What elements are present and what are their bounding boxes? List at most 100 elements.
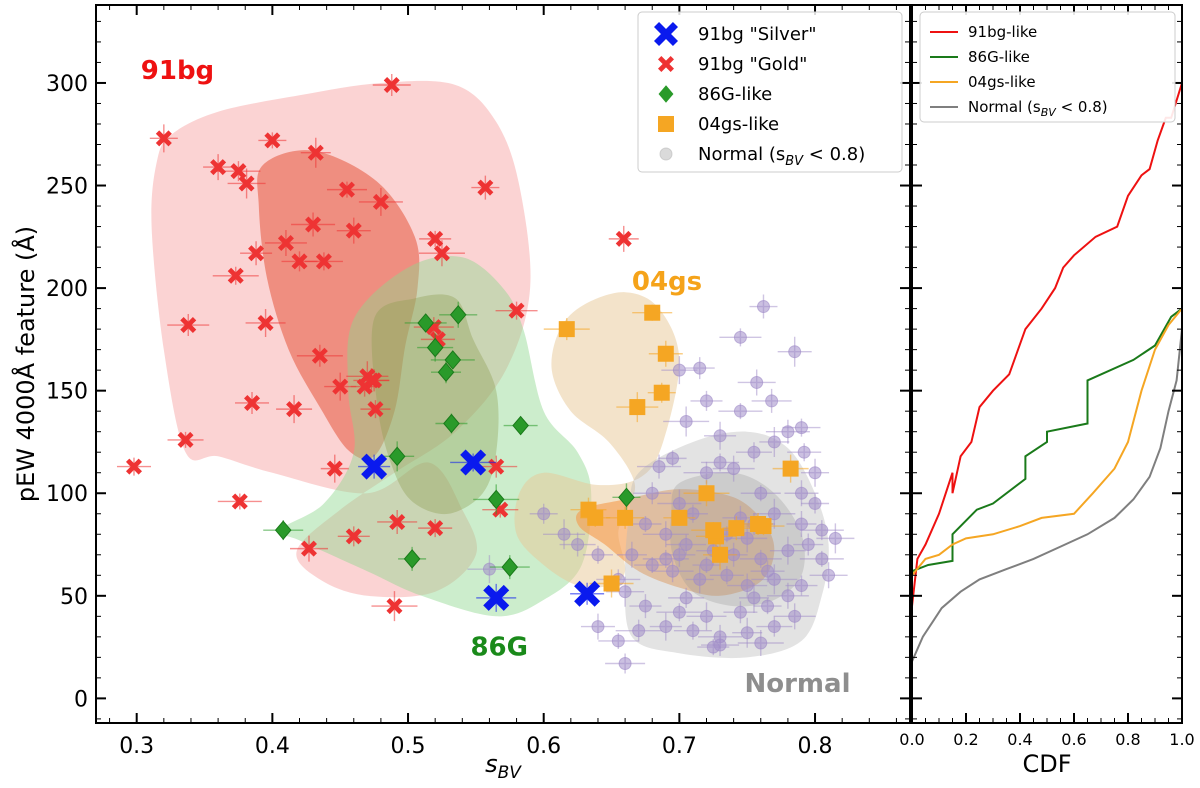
cdf-legend-entry: 91bg-like bbox=[930, 23, 1037, 41]
cdf-legend-entry: 86G-like bbox=[930, 48, 1030, 66]
data-point bbox=[512, 415, 529, 436]
data-point bbox=[672, 496, 686, 510]
data-point bbox=[679, 538, 693, 552]
density-regions bbox=[151, 80, 829, 659]
legend-label-main: 86G-like bbox=[698, 84, 772, 105]
data-point bbox=[632, 624, 646, 638]
cdf-line-normal-s-bv-0-8- bbox=[912, 312, 1182, 662]
data-point bbox=[750, 516, 767, 533]
legend-marker bbox=[658, 85, 674, 103]
legend-label-main: 04gs-like bbox=[698, 114, 779, 135]
cdf-lines bbox=[912, 82, 1182, 662]
data-point bbox=[591, 548, 605, 562]
data-point bbox=[629, 399, 646, 416]
data-point bbox=[537, 507, 551, 521]
data-point bbox=[740, 626, 754, 640]
data-point bbox=[754, 486, 768, 500]
data-point bbox=[659, 527, 673, 541]
data-point bbox=[305, 216, 322, 233]
data-point bbox=[300, 540, 317, 557]
legend-marker bbox=[658, 56, 674, 72]
data-point bbox=[558, 321, 575, 338]
region-86G-outer bbox=[278, 256, 592, 617]
series-91bg-gold- bbox=[116, 74, 639, 622]
data-point bbox=[177, 431, 194, 448]
cdf-y-axis-ticks bbox=[912, 20, 1182, 720]
data-point bbox=[366, 372, 383, 389]
data-point bbox=[574, 580, 601, 607]
data-point bbox=[603, 575, 620, 592]
x-tick-label: 0.8 bbox=[798, 734, 833, 759]
data-point bbox=[508, 302, 525, 319]
data-point bbox=[426, 337, 444, 358]
y-tick-label: 50 bbox=[60, 585, 88, 610]
data-point bbox=[767, 620, 781, 634]
data-point bbox=[591, 620, 605, 634]
legend-label: 86G-like bbox=[698, 84, 772, 105]
y-tick-label: 250 bbox=[46, 175, 88, 200]
main-scatter-panel: 91bg 04gs 86G Normal 0.3 0.4 0.5 0.6 0.7 0.8 0 50… bbox=[11, 4, 911, 783]
data-point bbox=[501, 557, 519, 577]
data-point bbox=[638, 517, 652, 531]
data-point bbox=[638, 599, 652, 613]
data-point bbox=[389, 513, 406, 530]
legend-entry: 91bg "Silver" bbox=[654, 22, 817, 46]
data-point bbox=[644, 304, 661, 321]
data-point bbox=[433, 245, 450, 262]
region-label-04gs: 04gs bbox=[632, 267, 702, 297]
data-point bbox=[615, 230, 632, 247]
cdf-x-tick-label: 1.0 bbox=[1169, 730, 1194, 749]
data-point bbox=[248, 245, 265, 262]
cdf-legend-label-main: 91bg-like bbox=[968, 23, 1037, 41]
cdf-legend-label-suffix: < 0.8) bbox=[1056, 98, 1108, 116]
cdf-legend-label-main: 04gs-like bbox=[968, 73, 1036, 91]
data-point bbox=[477, 179, 494, 196]
data-point bbox=[712, 546, 729, 563]
cdf-x-tick-label: 0.0 bbox=[899, 730, 924, 749]
data-point bbox=[794, 579, 808, 593]
cdf-legend-label: 86G-like bbox=[968, 48, 1030, 66]
data-point bbox=[679, 591, 693, 605]
legend-entry: 86G-like bbox=[658, 84, 772, 105]
data-point bbox=[794, 421, 808, 435]
data-point bbox=[767, 507, 781, 521]
data-point bbox=[781, 589, 795, 603]
data-point bbox=[307, 144, 324, 161]
cdf-legend-label: 91bg-like bbox=[968, 23, 1037, 41]
y-tick-label: 300 bbox=[46, 72, 88, 97]
cdf-legend-entry: 04gs-like bbox=[930, 73, 1036, 91]
cdf-legend-label-main: Normal (s bbox=[968, 98, 1041, 116]
data-point bbox=[815, 523, 829, 537]
data-point bbox=[666, 564, 680, 578]
legend-label: Normal (sBV < 0.8) bbox=[698, 144, 865, 169]
series-04gs-like bbox=[543, 304, 809, 598]
data-point bbox=[765, 394, 779, 408]
data-point bbox=[625, 548, 639, 562]
data-point bbox=[587, 509, 604, 526]
data-point bbox=[679, 414, 693, 428]
region-label-normal: Normal bbox=[744, 669, 850, 699]
data-point bbox=[618, 585, 632, 599]
data-point bbox=[713, 429, 727, 443]
data-point bbox=[372, 193, 389, 210]
data-point bbox=[332, 378, 349, 395]
legend-label-main: Normal (s bbox=[698, 144, 785, 165]
y-tick-label: 0 bbox=[74, 687, 88, 712]
data-point bbox=[659, 620, 673, 634]
data-point bbox=[645, 486, 659, 500]
data-point bbox=[125, 458, 142, 475]
cdf-legend-label: 04gs-like bbox=[968, 73, 1036, 91]
data-point bbox=[657, 345, 674, 362]
data-point bbox=[754, 636, 768, 650]
data-point bbox=[756, 300, 770, 314]
data-point bbox=[733, 330, 747, 344]
legend-label: 04gs-like bbox=[698, 114, 779, 135]
data-point bbox=[230, 163, 247, 180]
x-tick-label: 0.6 bbox=[526, 734, 561, 759]
legend-entry: Normal (sBV < 0.8) bbox=[659, 144, 865, 169]
x-axis-label: sBV bbox=[485, 750, 522, 783]
data-point bbox=[822, 568, 836, 582]
series-normal bbox=[467, 294, 855, 674]
data-point bbox=[460, 449, 487, 476]
data-point bbox=[617, 509, 634, 526]
